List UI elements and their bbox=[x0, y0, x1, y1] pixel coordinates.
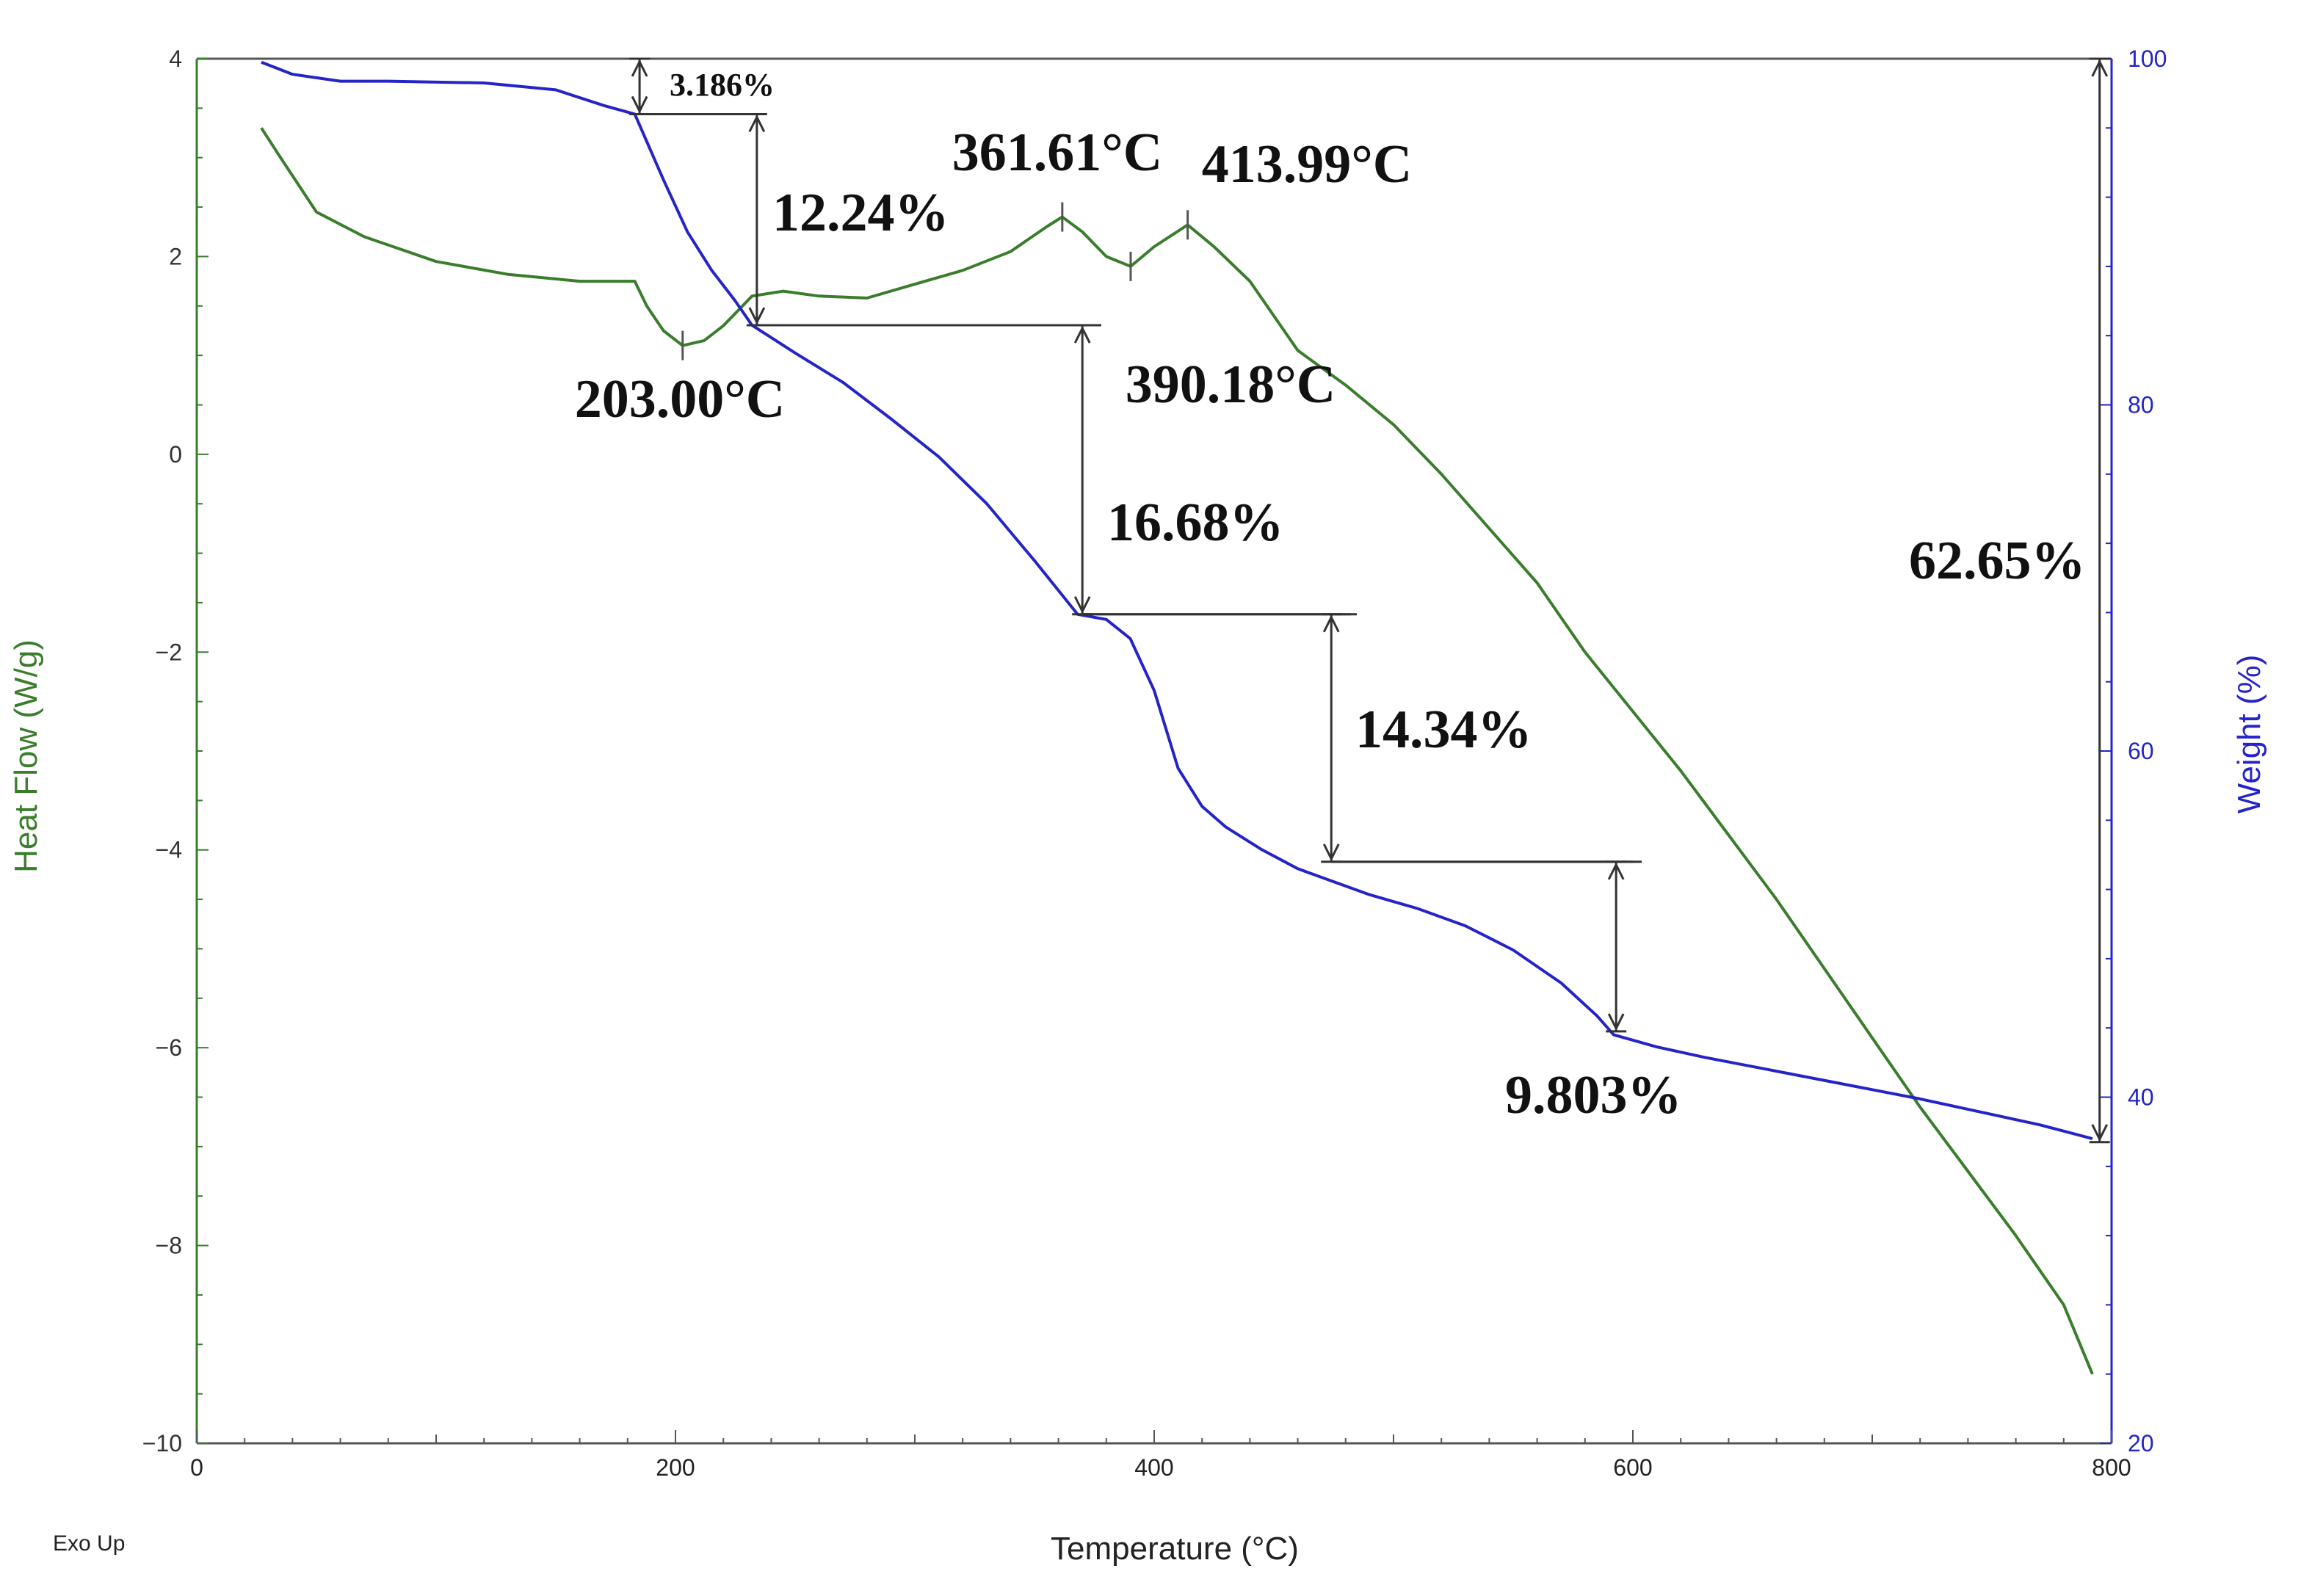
x-tick-label: 600 bbox=[1613, 1454, 1652, 1481]
y-left-tick-label: 2 bbox=[169, 243, 182, 269]
y-left-axis-label: Heat Flow (W/g) bbox=[8, 639, 44, 873]
step-arrow-head bbox=[2091, 59, 2109, 77]
step-arrow-head bbox=[1073, 325, 1091, 344]
y-left-tick-label: −6 bbox=[156, 1034, 182, 1061]
step-label: 3.186% bbox=[670, 67, 775, 103]
heat-flow-line bbox=[260, 127, 2094, 1375]
peak-label: 203.00°C bbox=[575, 369, 786, 429]
step-arrow-head bbox=[1607, 1013, 1625, 1031]
step-label: 16.68% bbox=[1107, 493, 1284, 553]
weight-line bbox=[261, 60, 2093, 1141]
step-arrow-head bbox=[2091, 1124, 2109, 1142]
peak-label: 413.99°C bbox=[1202, 134, 1413, 195]
step-arrow-head bbox=[1607, 862, 1625, 880]
y-right-tick-label: 60 bbox=[2128, 738, 2154, 764]
y-right-tick-label: 80 bbox=[2128, 392, 2154, 418]
x-tick-label: 800 bbox=[2092, 1454, 2131, 1481]
y-left-tick-label: −2 bbox=[156, 639, 182, 665]
step-arrow-head bbox=[631, 59, 648, 77]
y-left-tick-label: −4 bbox=[156, 837, 182, 863]
y-right-axis-label: Weight (%) bbox=[2231, 655, 2267, 814]
step-label: 14.34% bbox=[1355, 700, 1532, 760]
y-left-tick-label: 0 bbox=[169, 441, 182, 468]
x-tick-label: 0 bbox=[190, 1454, 203, 1481]
y-left-tick-label: −8 bbox=[156, 1233, 182, 1259]
step-arrow-head bbox=[748, 307, 766, 325]
step-label: 62.65% bbox=[1909, 531, 2086, 591]
x-axis-label: Temperature (°C) bbox=[1051, 1531, 1299, 1567]
y-left-tick-label: 4 bbox=[169, 46, 182, 72]
step-arrow-head bbox=[631, 95, 648, 114]
data-series bbox=[260, 60, 2094, 1375]
step-arrow-head bbox=[1073, 596, 1091, 614]
x-tick-label: 200 bbox=[656, 1454, 695, 1481]
exo-up-label: Exo Up bbox=[53, 1531, 125, 1556]
step-arrow-head bbox=[1322, 844, 1340, 862]
step-label: 12.24% bbox=[772, 183, 949, 243]
step-label: 9.803% bbox=[1505, 1065, 1682, 1125]
step-arrow-head bbox=[748, 115, 766, 133]
y-right-tick-label: 40 bbox=[2128, 1084, 2154, 1111]
x-tick-label: 400 bbox=[1134, 1454, 1173, 1481]
peak-label: 361.61°C bbox=[952, 123, 1163, 183]
peak-label: 390.18°C bbox=[1126, 355, 1336, 415]
step-arrow-head bbox=[1322, 614, 1340, 633]
plot-frame bbox=[195, 57, 2113, 1445]
y-left-tick-label: −10 bbox=[142, 1430, 182, 1457]
annotations: 361.61°C 413.99°C 203.00°C 390.18°C 3.186% 12… bbox=[575, 57, 2110, 1144]
y-right-tick-label: 20 bbox=[2128, 1430, 2154, 1457]
y-right-tick-label: 100 bbox=[2128, 46, 2167, 72]
